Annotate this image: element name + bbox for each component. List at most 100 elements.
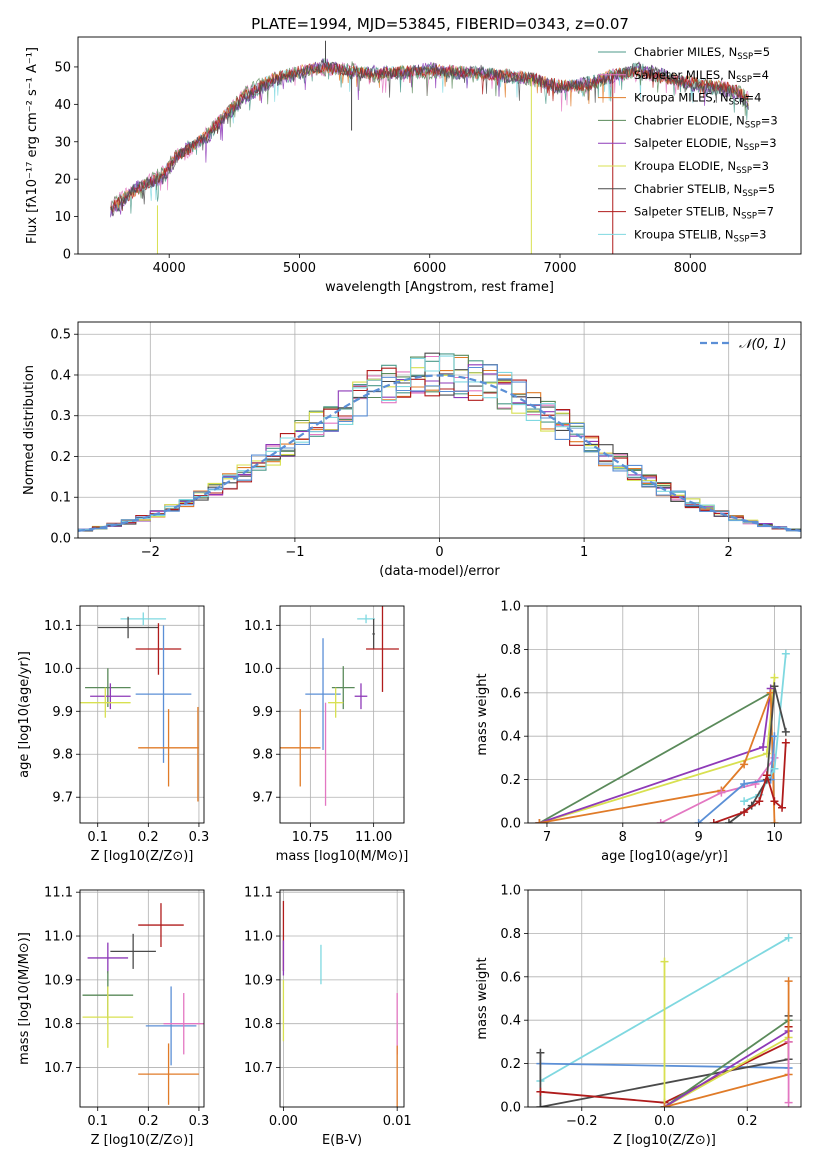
- weight-marker: [759, 743, 768, 752]
- normal-curve: [78, 374, 801, 532]
- residuals-panel: −2 −1 0 1 2 0.0 0.1 0.2 0.3 0.4 0.5 (data-model)/er…: [22, 321, 802, 579]
- errorbar-point: [163, 993, 204, 1055]
- weight-marker: [536, 1048, 545, 1057]
- legend-label-sub: SSP: [745, 120, 761, 130]
- weight-marker: [740, 779, 749, 788]
- y-tick-label: 0: [63, 248, 71, 263]
- y-tick-label: 10.1: [44, 619, 73, 634]
- weight-line: [664, 1030, 790, 1107]
- x-tick-label: −0.2: [566, 1114, 598, 1129]
- residuals-xlabel: (data-model)/error: [379, 564, 500, 579]
- x-tick-label: 0.00: [269, 1114, 298, 1129]
- x-tick-label: 5000: [283, 261, 316, 276]
- errorbar-point: [145, 986, 197, 1066]
- mass-vs-extinction-panel: 0.00 0.01 10.7 10.8 10.9 11.0 11.1 E(B-V): [244, 886, 412, 1148]
- errorbar-point: [110, 933, 156, 969]
- y-tick-label: 0.6: [500, 686, 521, 701]
- y-tick-label: 9.8: [52, 748, 73, 763]
- y-tick-label: 0.8: [500, 927, 521, 942]
- weight-marker: [770, 764, 779, 773]
- y-tick-label: 20: [54, 173, 71, 188]
- legend-label: Salpeter ELODIE, NSSP=3: [634, 136, 777, 153]
- mass_vs_EBV-xlabel: E(B-V): [322, 1133, 362, 1148]
- y-tick-label: 10.9: [244, 973, 273, 988]
- errorbar-point: [354, 683, 368, 710]
- histogram-step-line: [78, 352, 801, 532]
- age_vs_mass-frame: [279, 605, 405, 824]
- legend-label: Kroupa ELODIE, NSSP=3: [634, 159, 769, 176]
- errorbar-point: [90, 683, 131, 710]
- residuals-plot-area: [78, 352, 801, 532]
- legend-label: 𝒩(0, 1): [739, 337, 786, 352]
- y-tick-label: 10: [54, 210, 71, 225]
- histogram-step-line: [78, 367, 801, 532]
- errorbar-point: [305, 638, 341, 750]
- x-tick-label: 0.3: [189, 830, 210, 845]
- x-tick-label: 0.1: [87, 1114, 108, 1129]
- weight_vs_age-ylabel: mass weight: [475, 673, 490, 755]
- y-tick-label: 0.4: [500, 730, 521, 745]
- age_vs_Z-plot-area: [80, 612, 199, 802]
- weight-marker: [740, 808, 749, 817]
- age_vs_Z-ylabel: age [log10(age/yr)]: [17, 651, 32, 778]
- y-tick-label: 9.9: [252, 705, 273, 720]
- age_vs_mass-ticks: 10.75 11.00 9.7 9.8 9.9 10.0 10.1: [244, 619, 392, 845]
- weight-marker: [740, 797, 749, 806]
- legend-label-main: Salpeter MILES, N: [634, 68, 736, 82]
- x-tick-label: 0.0: [654, 1114, 675, 1129]
- legend-label: Chabrier MILES, NSSP=5: [634, 45, 770, 62]
- spectrum-xlabel: wavelength [Angstrom, rest frame]: [325, 280, 554, 295]
- mass_vs_Z-ticks: 0.1 0.2 0.3 10.7 10.8 10.9 11.0 11.1: [44, 886, 209, 1129]
- legend-label-tail: =4: [744, 91, 761, 105]
- weight-line: [664, 981, 790, 1107]
- legend-label-tail: =3: [761, 113, 778, 127]
- spectrum-line: [110, 62, 749, 213]
- age-vs-metallicity-panel: 0.1 0.2 0.3 9.7 9.8 9.9 10.0 10.1 Z [log10(Z/Z⊙)…: [17, 605, 210, 864]
- weight-marker: [660, 957, 669, 966]
- y-tick-label: 9.9: [52, 705, 73, 720]
- y-tick-label: 0.0: [500, 817, 521, 832]
- x-tick-label: −1: [285, 545, 304, 560]
- weight-marker: [770, 819, 779, 823]
- y-tick-label: 9.7: [252, 791, 273, 806]
- weight-marker: [784, 977, 793, 986]
- weight_vs_age-frame: [527, 605, 802, 824]
- x-tick-label: −2: [141, 545, 160, 560]
- legend-label-main: Kroupa ELODIE, N: [634, 159, 736, 173]
- legend-label: Chabrier ELODIE, NSSP=3: [634, 113, 778, 130]
- weight-series: [535, 673, 779, 823]
- x-tick-label: 0.2: [737, 1114, 758, 1129]
- weight-series: [709, 738, 790, 823]
- figure-title: PLATE=1994, MJD=53845, FIBERID=0343, z=0…: [251, 15, 629, 33]
- legend-label-sub: SSP: [736, 75, 752, 85]
- weight_vs_age-ticks: 7 8 9 10 0.0 0.2 0.4 0.6 0.8 1.0: [500, 600, 782, 846]
- errorbar-point: [135, 625, 192, 763]
- histogram-step-line: [78, 364, 801, 532]
- legend-label-main: Salpeter STELIB, N: [634, 205, 741, 219]
- spectrum-frame: [77, 36, 802, 255]
- errorbar-point: [85, 668, 131, 707]
- weight-marker: [784, 1098, 793, 1107]
- errorbar-point: [120, 612, 167, 626]
- weight-line: [663, 961, 790, 1107]
- x-tick-label: 0.1: [87, 830, 108, 845]
- y-tick-label: 0.1: [50, 491, 71, 506]
- y-tick-label: 50: [54, 60, 71, 75]
- weight-marker: [778, 803, 787, 812]
- errorbar-point: [97, 616, 159, 639]
- y-tick-label: 9.8: [252, 748, 273, 763]
- errorbar-point: [357, 614, 375, 624]
- y-tick-label: 0.2: [500, 773, 521, 788]
- y-tick-label: 0.4: [500, 1014, 521, 1029]
- residuals-ticks: −2 −1 0 1 2 0.0 0.1 0.2 0.3 0.4 0.5: [50, 328, 733, 560]
- legend-label-sub: SSP: [737, 52, 753, 62]
- weight-marker: [740, 760, 749, 769]
- legend-label-main: Chabrier MILES, N: [634, 45, 737, 59]
- x-tick-label: 10.75: [292, 830, 329, 845]
- y-tick-label: 0.0: [50, 532, 71, 547]
- weight_vs_age-xlabel: age [log10(age/yr)]: [601, 849, 728, 864]
- legend-label-main: Kroupa MILES, N: [634, 91, 729, 105]
- y-tick-label: 11.1: [244, 886, 273, 901]
